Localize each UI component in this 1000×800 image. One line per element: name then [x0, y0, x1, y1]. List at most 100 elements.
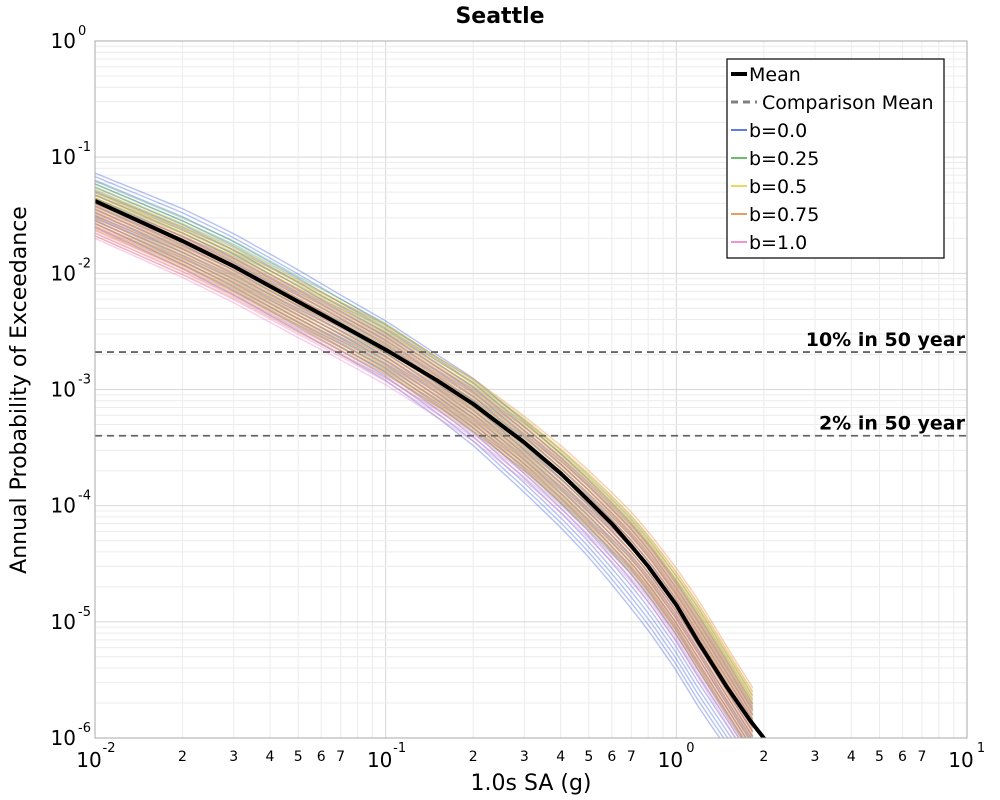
series-curve [95, 212, 754, 726]
x-minor-tick-label: 3 [520, 749, 529, 765]
x-tick-label: 10 [658, 748, 683, 772]
series-curve [95, 220, 754, 738]
series-curve [95, 197, 754, 697]
x-minor-tick-label: 5 [294, 749, 303, 765]
x-minor-tick-label: 2 [178, 749, 187, 765]
series-curve [95, 190, 754, 732]
series-curve [95, 229, 750, 738]
legend-label: b=0.75 [749, 204, 819, 226]
reference-line-label: 2% in 50 year [819, 413, 966, 435]
y-tick-label: 10 [51, 494, 76, 518]
series-band-b-1-0 [95, 200, 754, 738]
y-tick-label: 10 [51, 610, 76, 634]
mean-curve [95, 199, 767, 738]
series-curve [95, 175, 754, 710]
x-tick-label: 10 [76, 748, 101, 772]
series-curve [95, 179, 754, 716]
y-tick-label: 10 [51, 378, 76, 402]
series-curve [95, 180, 754, 696]
series-curve [95, 212, 737, 738]
series-curve [95, 200, 754, 712]
series-curve [95, 186, 754, 704]
series-curve [95, 226, 721, 738]
x-minor-tick-label: 2 [469, 749, 478, 765]
series-curve [95, 189, 754, 708]
chart-title: Seattle [455, 4, 544, 29]
series-curve [95, 192, 754, 700]
y-tick-exponent: -2 [78, 256, 91, 271]
x-minor-tick-label: 6 [607, 749, 616, 765]
series-curve [95, 219, 745, 738]
y-tick-label: 10 [51, 145, 76, 169]
series-curve [95, 216, 748, 738]
x-minor-tick-label: 6 [317, 749, 326, 765]
series-curve [95, 208, 754, 715]
series-curve [95, 220, 754, 733]
x-tick-label: 10 [948, 748, 973, 772]
series-curve [95, 222, 750, 738]
series-curve [95, 235, 744, 738]
series-curve [95, 206, 754, 721]
x-minor-tick-label: 2 [759, 749, 768, 765]
series-curve [95, 208, 754, 737]
series-curve [95, 228, 744, 738]
series-band-b-0-5 [95, 186, 754, 738]
series-curve [95, 191, 754, 689]
x-minor-tick-label: 3 [811, 749, 820, 765]
series-curve [95, 222, 725, 738]
series-band-b-0-0 [95, 172, 754, 738]
series-curve [95, 210, 754, 723]
series-curve [95, 183, 754, 721]
series-curve [95, 197, 754, 708]
y-tick-exponent: -6 [78, 721, 91, 736]
x-minor-tick-label: 5 [584, 749, 593, 765]
y-tick-exponent: -3 [78, 373, 91, 388]
legend-label: Comparison Mean [762, 92, 934, 114]
series-curve [95, 197, 754, 720]
series-curve [95, 215, 754, 730]
grid [94, 41, 967, 739]
x-minor-tick-label: 7 [336, 749, 345, 765]
series-curve [95, 186, 754, 692]
y-tick-label: 10 [51, 726, 76, 750]
series-curve [95, 194, 754, 716]
series-curve [95, 219, 729, 738]
series-bands [95, 172, 754, 738]
y-tick-exponent: -4 [78, 489, 91, 504]
series-curve [95, 204, 744, 738]
series-curve [95, 206, 754, 711]
x-tick-exponent: 1 [977, 741, 985, 756]
series-curve [95, 172, 754, 705]
series-curve [95, 208, 740, 738]
series-curve [95, 203, 754, 706]
legend-label: b=0.0 [749, 120, 807, 142]
series-curve [95, 195, 754, 704]
x-minor-tick-label: 5 [875, 749, 884, 765]
series-curve [95, 220, 753, 738]
series-curve [95, 211, 754, 729]
x-axis-label: 1.0s SA (g) [471, 771, 592, 796]
series-curve [95, 222, 752, 738]
series-curve [95, 227, 747, 738]
x-axis-ticks: 10 -2 10 -1 10 0 10 12 3 4 5 6 7 2 3 4 5 6 7 2 3 4 5 6 7 [76, 741, 985, 772]
x-tick-exponent: -1 [393, 741, 406, 756]
y-axis-label: Annual Probability of Exceedance [7, 206, 32, 574]
x-tick-exponent: 0 [686, 741, 694, 756]
series-curve [95, 237, 737, 738]
series-curve [95, 208, 754, 725]
y-tick-exponent: 0 [78, 24, 86, 39]
mean-layer [95, 199, 767, 738]
x-minor-tick-label: 4 [266, 749, 275, 765]
x-minor-tick-label: 3 [229, 749, 238, 765]
series-curve [95, 223, 754, 737]
series-curve [95, 201, 747, 738]
x-minor-tick-label: 7 [627, 749, 636, 765]
series-curve [95, 217, 754, 737]
series-band-b-0-75 [95, 191, 754, 738]
x-minor-tick-label: 6 [898, 749, 907, 765]
series-curve [95, 214, 750, 738]
legend-label: Mean [749, 64, 801, 86]
series-curve [95, 226, 752, 738]
